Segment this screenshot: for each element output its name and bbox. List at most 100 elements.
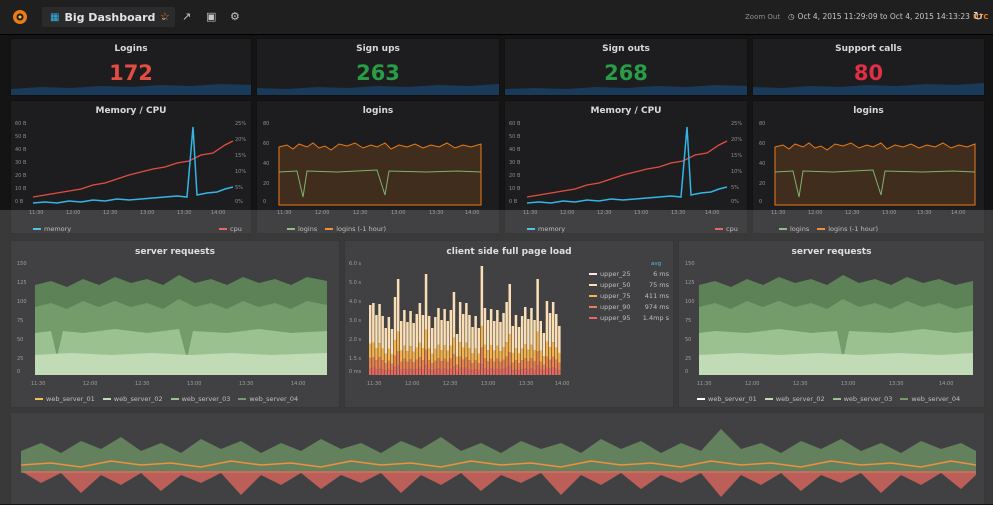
x-tick-label: 12:30: [793, 381, 807, 387]
load-bar-segment: [511, 370, 515, 375]
load-bar-segment: [514, 369, 518, 375]
stat-panel-logins[interactable]: Logins 172: [10, 38, 252, 96]
load-bar-segment: [465, 303, 468, 343]
load-bar-segment: [384, 328, 387, 354]
load-bar-segment: [508, 365, 511, 375]
legend-item[interactable]: memory: [527, 225, 565, 233]
load-bar-segment: [443, 309, 446, 346]
graph-panel-client-page-load[interactable]: client side full page load 6.0 s 5.0 s 4…: [344, 240, 674, 408]
legend-item[interactable]: upper_75 411 ms: [589, 292, 669, 300]
load-bar-segment: [434, 369, 437, 375]
dashboard-picker-button[interactable]: ▦ Big Dashboard ⌄: [42, 7, 176, 27]
graph-panel-logins[interactable]: logins 80 60 40 20 0 11:30 12:00 12:30 1…: [256, 100, 500, 234]
x-tick-label: 11:30: [771, 210, 785, 216]
x-tick-label: 12:30: [443, 381, 457, 387]
x-tick-label: 13:30: [239, 381, 253, 387]
x-tick-label: 14:00: [465, 210, 479, 216]
y-tick-label: 0 ms: [349, 369, 362, 375]
stat-panel-sign-outs[interactable]: Sign outs 268: [504, 38, 748, 96]
graph-panel-memory-cpu-2[interactable]: Memory / CPU 60 B 50 B 40 B 30 B 20 B 10…: [504, 100, 748, 234]
load-bar-segment: [378, 357, 381, 368]
x-tick-label: 13:00: [187, 381, 201, 387]
load-bar-segment: [390, 370, 394, 375]
y-tick-label: 50 B: [15, 134, 27, 140]
gear-icon[interactable]: ⚙: [230, 10, 240, 23]
legend-item[interactable]: upper_90 974 ms: [589, 303, 669, 311]
legend-item[interactable]: web_server_01: [35, 395, 95, 403]
stat-title: Logins: [114, 44, 148, 54]
save-icon[interactable]: ▣: [206, 10, 217, 23]
load-bar-segment: [474, 348, 477, 361]
chart-legend: logins logins (-1 hour): [287, 225, 386, 233]
graph-panel-server-requests-2[interactable]: server requests 150 125 100 75 50 25 0 1…: [678, 240, 985, 408]
graph-panel-server-requests[interactable]: server requests 150 125 100 75 50 25 0 1…: [10, 240, 340, 408]
clock-icon: ◷: [788, 12, 795, 21]
x-tick-label: 13:00: [882, 210, 896, 216]
load-bar-segment: [375, 369, 378, 375]
load-bar-segment: [427, 369, 431, 375]
cpu-series-line: [526, 140, 728, 198]
load-bar-segment: [437, 344, 440, 359]
zoom-out-button[interactable]: Zoom Out: [745, 13, 781, 21]
load-bar-segment: [375, 315, 378, 348]
share-icon[interactable]: ↗: [182, 10, 192, 23]
load-bar-segment: [369, 357, 372, 368]
y-tick-label: 150: [17, 261, 27, 267]
legend-item[interactable]: web_server_03: [170, 395, 230, 403]
y-tick-label: 3.0 s: [349, 318, 362, 324]
load-bar-segment: [424, 274, 428, 330]
legend-item[interactable]: logins (-1 hour): [325, 225, 386, 233]
legend-item[interactable]: web_server_04: [238, 395, 298, 403]
legend-item[interactable]: logins (-1 hour): [817, 225, 878, 233]
legend-item[interactable]: web_server_02: [102, 395, 163, 403]
y-tick-label: 5%: [235, 185, 243, 191]
legend-item[interactable]: web_server_03: [832, 395, 892, 403]
load-bar-segment: [474, 369, 477, 375]
memory-cpu-chart: 60 B 50 B 40 B 30 B 20 B 10 B 0 B 25% 20…: [509, 121, 742, 216]
legend-item[interactable]: upper_25 6 ms: [589, 270, 669, 278]
load-bar-segment: [536, 279, 539, 332]
load-bar-segment: [520, 360, 524, 370]
load-bar-segment: [458, 356, 462, 368]
load-bar-segment: [431, 363, 434, 371]
load-bar-segment: [443, 368, 446, 375]
legend-item[interactable]: web_server_02: [764, 395, 825, 403]
y-tick-label: 25: [17, 356, 23, 362]
legend-item[interactable]: logins: [287, 225, 317, 233]
legend-item[interactable]: memory: [33, 225, 71, 233]
legend-item[interactable]: web_server_04: [900, 395, 960, 403]
star-icon[interactable]: ☆: [160, 10, 170, 23]
refresh-icon[interactable]: ↻: [973, 9, 984, 23]
load-bar-segment: [372, 342, 375, 357]
legend-item[interactable]: logins: [779, 225, 809, 233]
legend-item[interactable]: upper_50 75 ms: [589, 281, 669, 289]
load-bar-segment: [390, 354, 394, 364]
x-tick-label: 12:00: [560, 210, 574, 216]
load-bar-segment: [396, 365, 400, 375]
grafana-logo-icon[interactable]: [10, 8, 30, 26]
time-range-picker[interactable]: ◷ Oct 4, 2015 11:29:09 to Oct 4, 2015 14…: [788, 12, 989, 21]
load-bar-segment: [378, 367, 381, 375]
load-bar-segment: [434, 348, 437, 361]
graph-panel-memory-cpu[interactable]: Memory / CPU 60 B 50 B 40 B 30 B 20 B 10…: [10, 100, 252, 234]
load-bar-segment: [551, 342, 555, 357]
load-bar-segment: [505, 342, 508, 357]
legend-item[interactable]: upper_95 1.4mp s: [589, 314, 669, 322]
graph-panel-logins-2[interactable]: logins 80 60 40 20 0 11:30 12:00 12:30 1…: [752, 100, 985, 234]
y-tick-label: 15%: [235, 153, 246, 159]
y-tick-label: 0: [17, 369, 20, 375]
load-bar-segment: [533, 369, 536, 375]
load-bar-segment: [415, 368, 418, 375]
legend-item[interactable]: cpu: [715, 225, 738, 233]
load-bar-segment: [369, 305, 372, 344]
graph-panel-bottom-wide[interactable]: [10, 412, 985, 504]
stat-panel-support-calls[interactable]: Support calls 80: [752, 38, 985, 96]
load-bar-segment: [440, 350, 443, 362]
y-tick-label: 125: [17, 280, 27, 286]
load-bar-segment: [533, 320, 536, 351]
stat-panel-sign-ups[interactable]: Sign ups 263: [256, 38, 500, 96]
legend-item[interactable]: cpu: [219, 225, 242, 233]
legend-item[interactable]: web_server_01: [697, 395, 757, 403]
y-tick-label: 2.0 s: [349, 337, 362, 343]
load-bar-segment: [462, 368, 465, 375]
